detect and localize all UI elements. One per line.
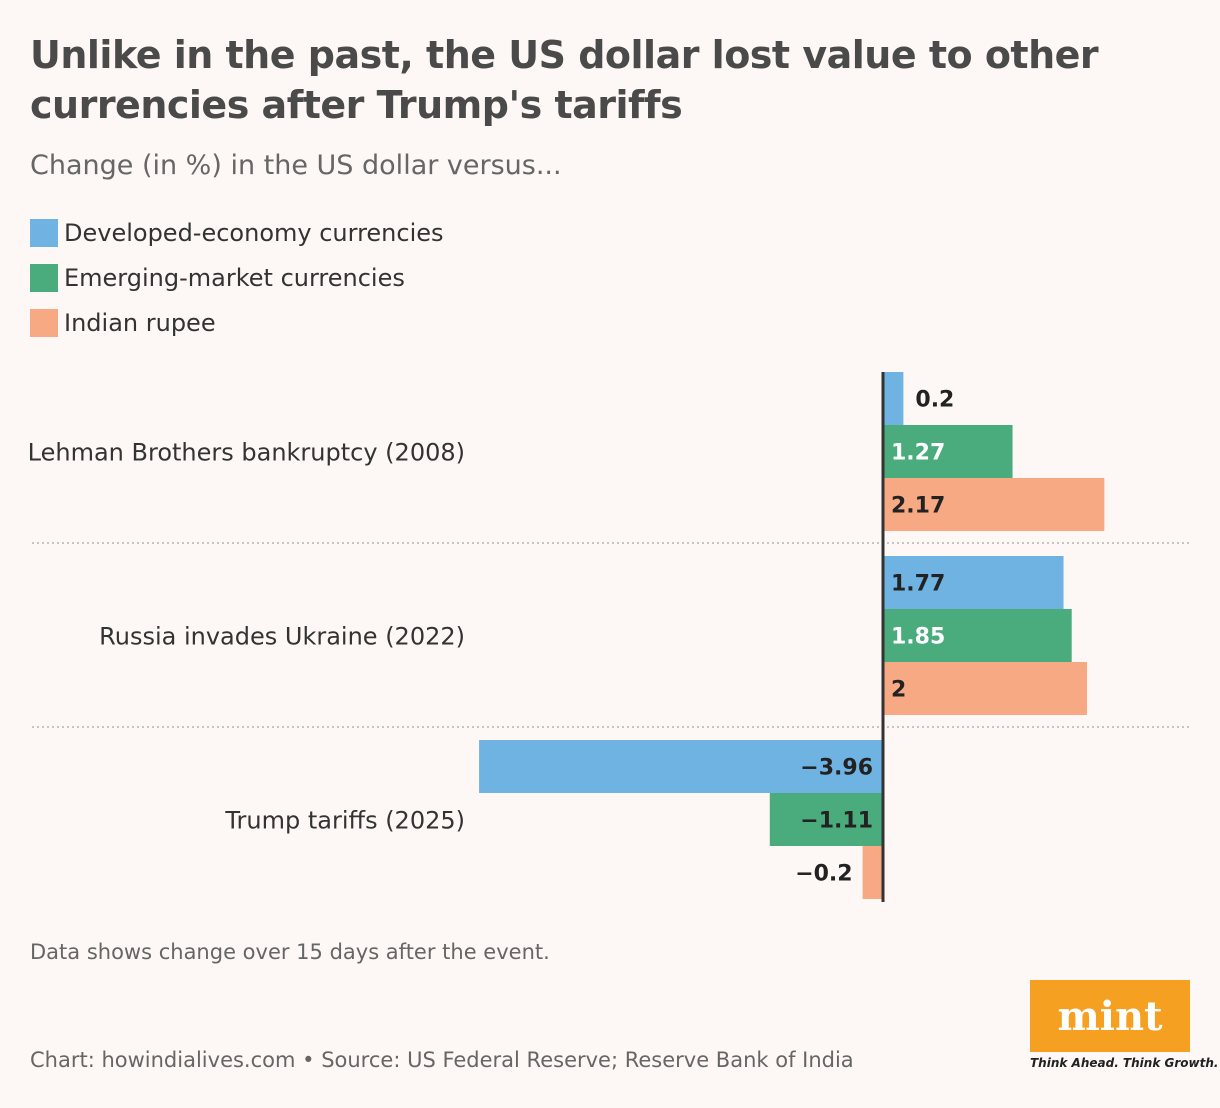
bar bbox=[883, 556, 1064, 609]
logo-tagline: Think Ahead. Think Growth. bbox=[1030, 1056, 1219, 1070]
data-label: 2 bbox=[891, 678, 906, 703]
bar bbox=[769, 793, 883, 846]
legend-label-developed: Developed-economy currencies bbox=[64, 218, 444, 247]
chart-subtitle: Change (in %) in the US dollar versus... bbox=[30, 150, 562, 181]
data-label: 2.17 bbox=[891, 494, 945, 519]
category-label: Trump tariffs (2025) bbox=[224, 807, 465, 835]
legend-item-developed: Developed-economy currencies bbox=[30, 210, 444, 255]
bar bbox=[883, 425, 1013, 478]
category-label: Russia invades Ukraine (2022) bbox=[99, 623, 465, 651]
bar-chart: Lehman Brothers bankruptcy (2008) 0.2 1.27… bbox=[28, 372, 1190, 902]
legend-swatch-emerging bbox=[30, 263, 58, 292]
source-line: Chart: howindialives.com • Source: US Fe… bbox=[30, 1048, 854, 1072]
data-label: 1.77 bbox=[891, 572, 945, 597]
chart-title: Unlike in the past, the US dollar lost v… bbox=[30, 33, 1099, 127]
data-label: −1.11 bbox=[800, 809, 873, 834]
footnote: Data shows change over 15 days after the… bbox=[30, 940, 550, 964]
logo-wordmark: mint bbox=[1030, 980, 1190, 1052]
legend-item-emerging: Emerging-market currencies bbox=[30, 255, 444, 300]
legend-swatch-rupee bbox=[30, 308, 58, 337]
bar bbox=[479, 740, 883, 793]
legend-label-emerging: Emerging-market currencies bbox=[64, 263, 405, 292]
data-label: 1.27 bbox=[891, 441, 945, 466]
bar bbox=[862, 846, 883, 899]
bar bbox=[883, 609, 1072, 662]
legend: Developed-economy currencies Emerging-ma… bbox=[30, 210, 444, 345]
mint-logo: mint Think Ahead. Think Growth. bbox=[1030, 980, 1219, 1070]
legend-swatch-developed bbox=[30, 218, 58, 247]
legend-label-rupee: Indian rupee bbox=[64, 308, 216, 337]
bar bbox=[883, 478, 1105, 531]
data-label: −0.2 bbox=[795, 862, 852, 887]
category-label: Lehman Brothers bankruptcy (2008) bbox=[28, 439, 465, 467]
bar bbox=[883, 662, 1087, 715]
bar bbox=[883, 372, 904, 425]
legend-item-rupee: Indian rupee bbox=[30, 300, 444, 345]
data-label: −3.96 bbox=[800, 756, 873, 781]
data-label: 1.85 bbox=[891, 625, 945, 650]
data-label: 0.2 bbox=[915, 388, 954, 413]
